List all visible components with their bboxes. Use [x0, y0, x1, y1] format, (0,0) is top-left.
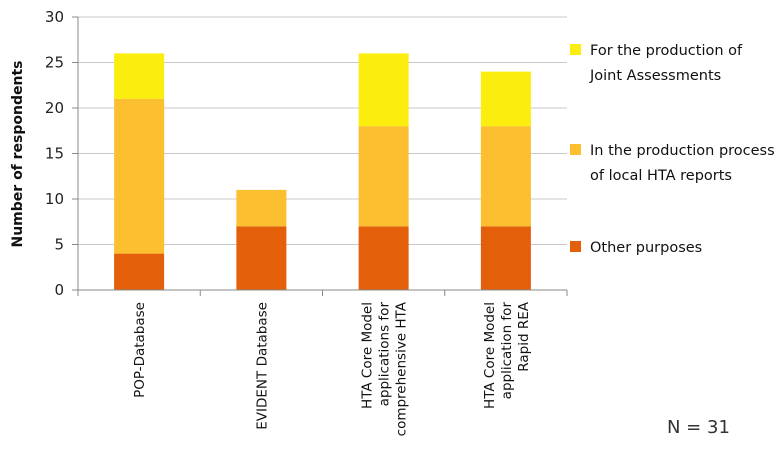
bar-segment	[236, 189, 287, 227]
bars	[114, 53, 531, 290]
y-tick-label: 30	[45, 8, 64, 26]
bar-segment	[480, 226, 531, 290]
legend-item: Other purposes	[570, 240, 702, 256]
bar-segment	[358, 226, 409, 290]
sample-size-note: N = 31	[667, 417, 730, 438]
legend-label: For the production of Joint Assessments	[589, 43, 743, 84]
bar-segment	[358, 53, 409, 127]
y-tick-label: 0	[54, 281, 64, 299]
x-axis: POP-Database EVIDENT Database HTA Core Mod…	[77, 289, 568, 436]
y-axis-label: Number of respondents	[10, 61, 26, 248]
bar-segment	[480, 126, 531, 227]
x-tick-label: POP-Database	[132, 302, 148, 398]
legend-item: In the production process of local HTA re…	[570, 143, 775, 184]
bar-segment	[236, 226, 287, 290]
legend-swatch	[570, 241, 581, 252]
bar-segment	[114, 98, 165, 254]
bar-segment	[480, 71, 531, 127]
legend: For the production of Joint Assessments In…	[570, 43, 775, 256]
y-axis: 0 5 10 15 20 25 30	[45, 8, 79, 299]
legend-label: In the production process of local HTA re…	[590, 143, 775, 184]
y-tick-label: 10	[45, 190, 64, 208]
legend-label: Other purposes	[590, 240, 702, 256]
legend-item: For the production of Joint Assessments	[570, 43, 743, 84]
y-tick-label: 20	[45, 99, 64, 117]
bar-segment	[358, 126, 409, 227]
y-tick-label: 5	[54, 236, 64, 254]
x-tick-label: HTA Core Modelapplications forcomprehens…	[360, 301, 410, 436]
bar-segment	[114, 253, 165, 290]
legend-swatch	[570, 44, 581, 55]
y-tick-label: 15	[45, 145, 64, 163]
y-tick-label: 25	[45, 54, 64, 72]
x-tick-label: EVIDENT Database	[254, 302, 270, 430]
legend-swatch	[570, 144, 581, 155]
bar-segment	[114, 53, 165, 99]
x-tick-label: HTA Core Modelapplication forRapid REA	[482, 301, 532, 409]
